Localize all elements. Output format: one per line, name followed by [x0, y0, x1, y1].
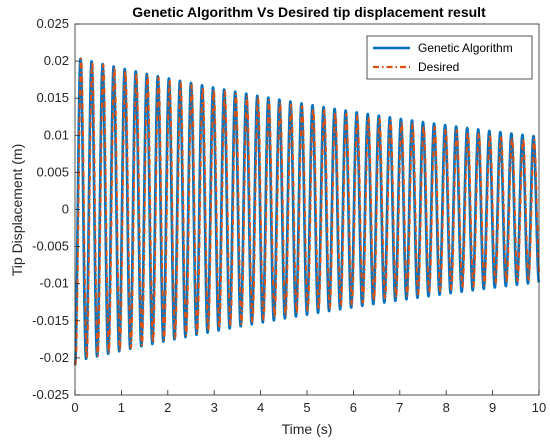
legend-box — [366, 35, 533, 80]
legend-label-desired: Desired — [418, 60, 459, 74]
ticks-layer: 0 1 2 3 4 5 6 7 8 9 10 -0.025 -0.02 -0.015 -0.01 -0.005… — [32, 16, 546, 415]
y-tick-label: -0.005 — [32, 239, 69, 254]
y-tick-label: 0.005 — [36, 164, 69, 179]
y-tick-label: -0.01 — [39, 276, 69, 291]
y-tick-label: 0.02 — [44, 53, 69, 68]
y-tick-label: -0.025 — [32, 387, 69, 402]
chart-title: Genetic Algorithm Vs Desired tip displac… — [132, 4, 486, 20]
x-tick-label: 3 — [211, 400, 218, 415]
x-tick-label: 5 — [303, 400, 310, 415]
x-tick-label: 0 — [71, 400, 78, 415]
legend: Genetic Algorithm Desired — [366, 35, 533, 80]
y-tick-label: 0 — [62, 202, 69, 217]
y-tick-label: -0.02 — [39, 350, 69, 365]
x-tick-label: 9 — [489, 400, 496, 415]
x-tick-label: 4 — [257, 400, 264, 415]
x-tick-label: 10 — [532, 400, 546, 415]
x-tick-label: 6 — [350, 400, 357, 415]
x-tick-label: 2 — [164, 400, 171, 415]
legend-label-genetic-algorithm: Genetic Algorithm — [418, 41, 513, 55]
y-tick-label: -0.015 — [32, 313, 69, 328]
series-line-genetic-algorithm — [73, 57, 541, 366]
x-tick-label: 1 — [118, 400, 125, 415]
x-tick-label: 7 — [396, 400, 403, 415]
y-tick-label: 0.015 — [36, 90, 69, 105]
y-axis-title: Tip Displacement (m) — [9, 144, 25, 277]
x-axis-title: Time (s) — [282, 421, 333, 437]
series-layer — [73, 57, 541, 366]
y-tick-label: 0.025 — [36, 16, 69, 31]
y-tick-label: 0.01 — [44, 127, 69, 142]
x-tick-label: 8 — [443, 400, 450, 415]
